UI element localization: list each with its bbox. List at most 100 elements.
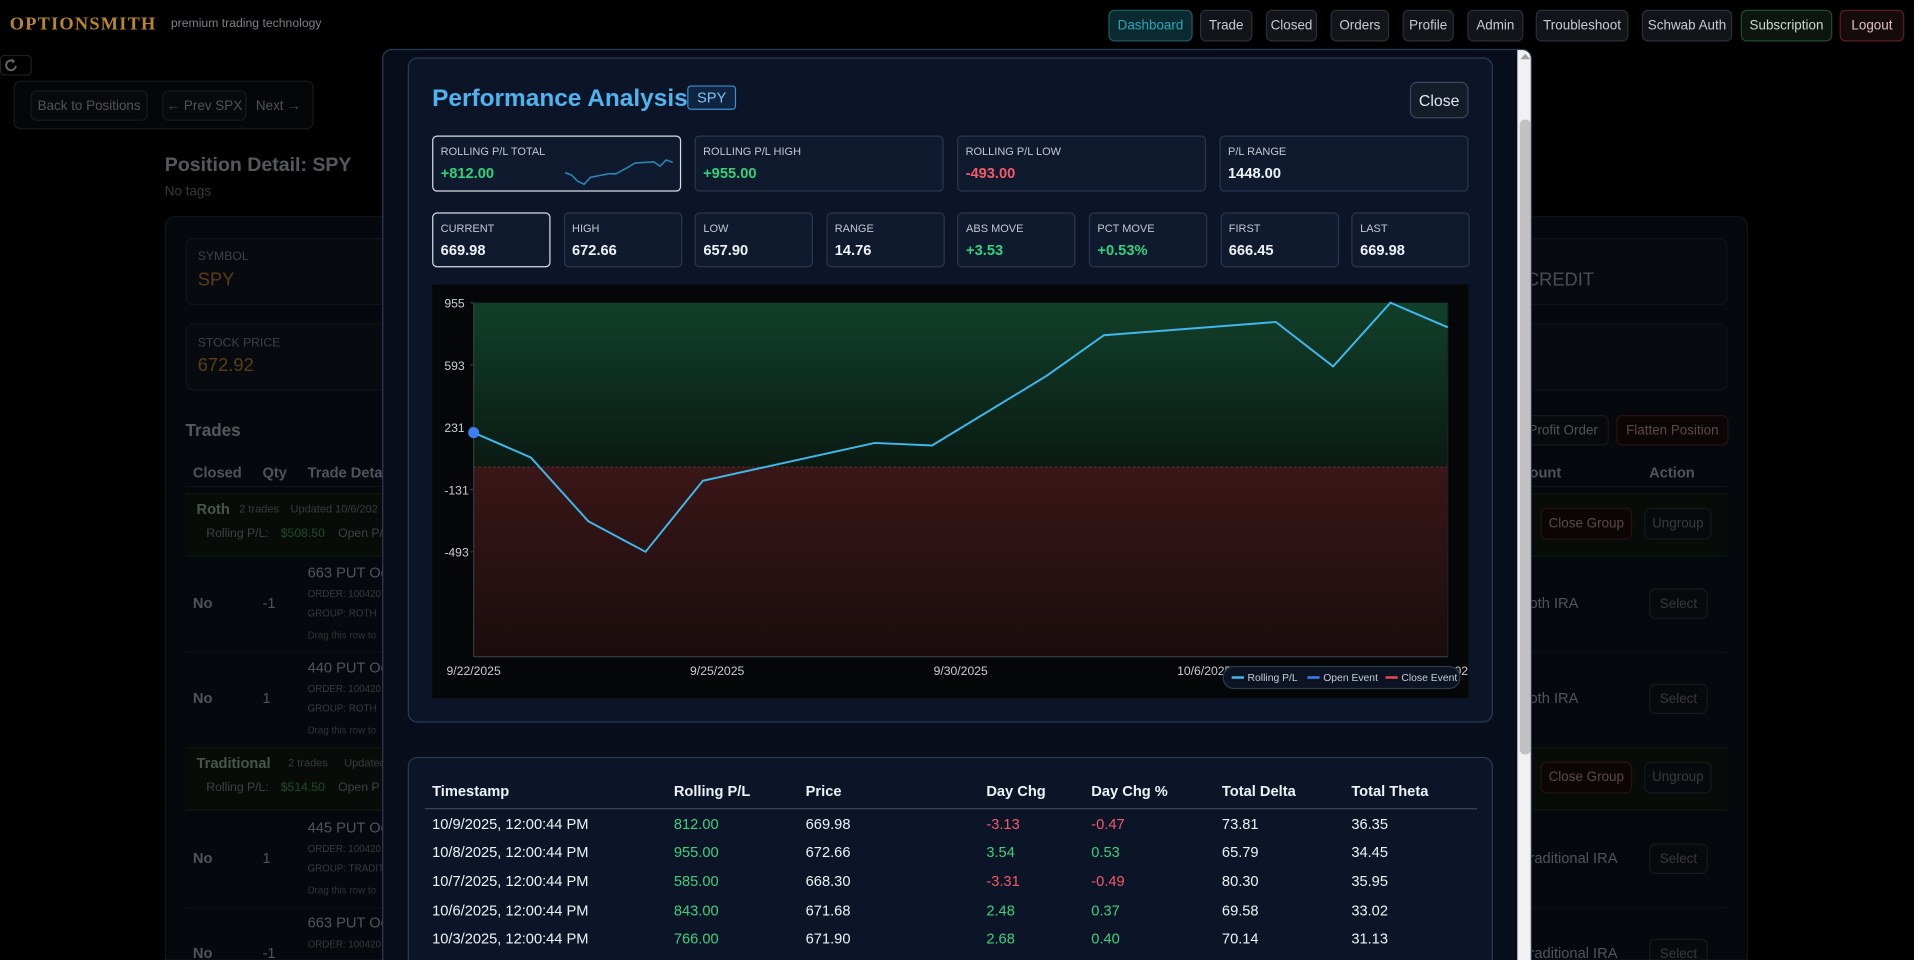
nav-link[interactable]: Schwab Auth [1641,9,1733,42]
stat-label: LAST [1360,221,1388,234]
pl-line [473,301,1449,554]
stat-value: 669.98 [440,241,486,259]
y-tick-label: -131 [444,483,469,497]
table-header-rule [424,808,1478,810]
stat-card [1351,212,1470,268]
y-tick-label: 593 [444,359,465,373]
table-panel [407,756,1493,960]
stat-label: FIRST [1228,221,1261,234]
stat-value: +0.53% [1097,241,1148,259]
table-cell: 69.58 [1221,901,1259,919]
table-header: Day Chg [986,782,1046,800]
table-cell: 10/7/2025, 12:00:44 PM [432,872,589,890]
table-cell: 585.00 [673,872,719,890]
stat-card [957,212,1076,268]
table-cell: 10/8/2025, 12:00:44 PM [432,843,589,861]
x-tick-label: 9/22/2025 [447,664,501,678]
table-cell: 2.48 [986,901,1015,919]
stat-card [432,212,551,268]
stat-label: CURRENT [440,221,495,234]
nav-link[interactable]: Profile [1402,9,1454,42]
table-cell: 3.54 [986,843,1015,861]
summary-label: ROLLING P/L HIGH [703,144,802,157]
table-cell: 812.00 [673,815,719,833]
table-cell: 10/6/2025, 12:00:44 PM [432,901,589,919]
table-cell: 35.95 [1351,872,1388,890]
summary-label: ROLLING P/L TOTAL [440,144,546,157]
modal: Performance Analysis SPY Close ROLLING P/L … [382,48,1532,960]
sparkline-line [564,158,673,186]
stat-value: 657.90 [703,241,749,259]
sparkline [564,158,673,186]
nav-link[interactable]: Dashboard [1108,9,1193,42]
summary-card [432,135,682,192]
table-cell: 10/3/2025, 12:00:44 PM [432,929,589,948]
legend-label: Close Event [1401,673,1457,684]
close-button[interactable]: Close [1409,81,1469,119]
event-dot [468,427,480,439]
nav-link[interactable]: Orders [1330,9,1390,42]
table-cell: 31.13 [1351,929,1388,948]
stat-label: RANGE [834,221,874,234]
table-cell: 65.79 [1221,843,1259,861]
stat-card [826,212,945,268]
modal-title: Performance Analysis [432,85,688,113]
positive-zone [473,302,1448,468]
nav-link[interactable]: Trade [1199,9,1253,42]
table-cell: 668.30 [805,872,851,890]
stat-card [1220,212,1339,268]
logo: OPTIONSMITH [9,14,157,35]
table-cell: 955.00 [673,843,719,861]
stat-card [694,212,814,268]
table-cell: 0.37 [1091,901,1120,919]
nav-link[interactable]: Logout [1839,9,1905,42]
nav-link[interactable]: Troubleshoot [1535,9,1629,42]
table-cell: 671.68 [805,901,851,919]
summary-card [694,135,944,192]
table-cell: -0.49 [1091,872,1125,890]
table-cell: 80.30 [1221,872,1259,890]
table-cell: 843.00 [673,901,719,919]
table-cell: 669.98 [805,815,851,833]
negative-zone [473,467,1448,657]
legend-label: Open Event [1323,673,1378,684]
stat-value: 14.76 [834,241,872,259]
nav-link[interactable]: Subscription [1740,9,1833,42]
table-cell: 766.00 [673,929,719,948]
stat-card [1088,212,1208,268]
y-tick-label: 231 [444,421,465,435]
stat-card [563,212,682,268]
scrollbar-thumb[interactable] [1519,119,1531,755]
summary-label: P/L RANGE [1228,144,1287,157]
table-cell: 2.68 [986,929,1015,948]
table-cell: 36.35 [1351,815,1388,833]
legend [1222,665,1461,690]
summary-value: 1448.00 [1228,164,1281,182]
nav-link[interactable]: Admin [1467,9,1524,42]
table-cell: 10/9/2025, 12:00:44 PM [432,815,589,833]
table-cell: 0.40 [1091,929,1120,948]
stat-label: PCT MOVE [1097,221,1155,234]
y-tick-label: -493 [444,546,469,560]
table-header: Day Chg % [1091,782,1168,800]
summary-card [1219,135,1469,192]
nav-link[interactable]: Closed [1265,9,1318,42]
table-header: Price [805,782,842,800]
table-cell: 671.90 [805,929,851,948]
summary-label: ROLLING P/L LOW [965,144,1062,157]
table-header: Timestamp [432,782,510,800]
stat-value: +3.53 [966,241,1004,259]
stat-label: HIGH [572,221,600,234]
stat-value: 672.66 [572,241,617,259]
stat-value: 666.45 [1228,241,1274,259]
x-tick-label: 9/30/2025 [934,664,988,678]
legend-label: Rolling P/L [1248,673,1298,684]
table-cell: 33.02 [1351,901,1388,919]
table-header: Total Theta [1351,782,1429,800]
x-tick-label: 9/25/2025 [690,664,744,678]
symbol-badge: SPY [687,85,737,110]
scroll-arrow[interactable] [1520,52,1531,60]
table-cell: -0.47 [1091,815,1125,833]
